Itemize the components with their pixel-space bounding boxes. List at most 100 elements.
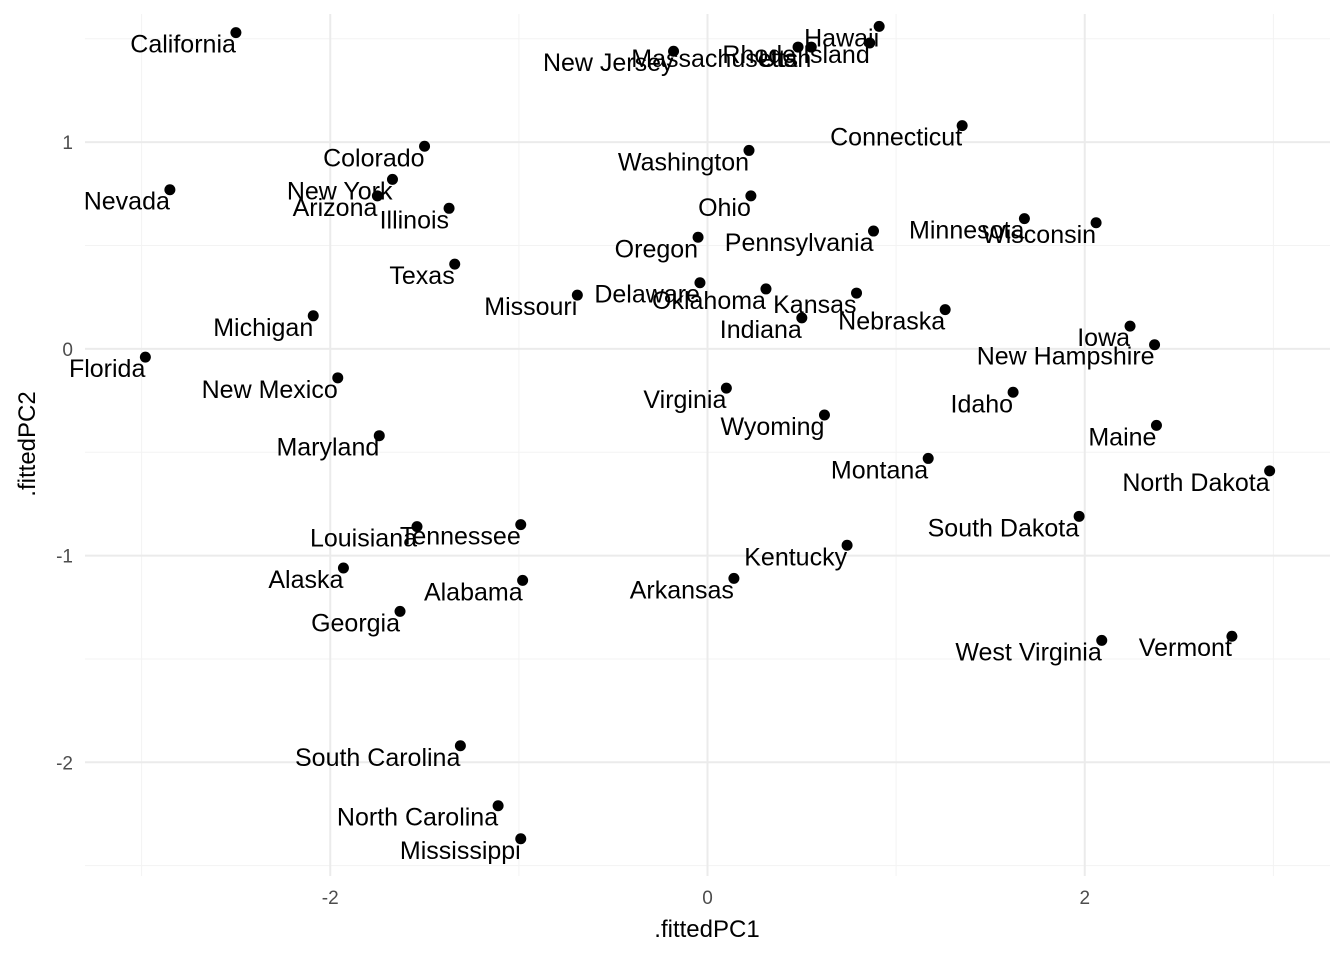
data-point (411, 521, 423, 533)
point-label: Nebraska (838, 308, 945, 336)
point-label: Michigan (213, 314, 313, 342)
data-point (720, 382, 732, 394)
point-label: Tennessee (400, 523, 521, 551)
point-label: North Carolina (337, 804, 498, 832)
point-label: Texas (389, 262, 454, 290)
point-label: South Carolina (295, 744, 460, 772)
data-point (332, 372, 344, 384)
point-label: Georgia (311, 609, 400, 637)
data-point (868, 225, 879, 237)
point-label: Utah (758, 45, 811, 73)
data-point (956, 120, 968, 132)
point-label: New Hampshire (977, 343, 1155, 371)
point-label: Missouri (484, 293, 577, 321)
point-label: West Virginia (955, 638, 1101, 666)
data-point (1226, 630, 1238, 642)
data-point (796, 312, 808, 324)
point-label: Nevada (84, 188, 170, 216)
point-label: Washington (618, 148, 749, 176)
data-point (1096, 634, 1108, 646)
point-label: Oregon (615, 235, 698, 263)
point-label: Ohio (698, 194, 751, 222)
data-point (1007, 386, 1019, 398)
data-point (792, 41, 804, 53)
point-label: Maine (1088, 423, 1156, 451)
data-point (571, 289, 583, 301)
data-point (1149, 339, 1161, 351)
data-point (386, 173, 398, 185)
x-axis-title: .fittedPC1 (654, 916, 759, 943)
point-label: Arizona (293, 194, 378, 222)
point-label: Hawaii (804, 24, 879, 52)
x-tick-label: 0 (702, 888, 713, 909)
point-label: Alaska (268, 566, 343, 594)
data-point (1264, 465, 1276, 477)
point-label: Louisiana (310, 525, 417, 553)
data-point (307, 310, 319, 322)
data-point (1124, 320, 1136, 332)
point-label: Oklahoma (652, 287, 766, 315)
data-point (873, 20, 885, 32)
data-point (760, 283, 772, 295)
data-point (515, 519, 527, 531)
data-point (164, 184, 176, 196)
x-tick-label: 2 (1079, 888, 1090, 909)
point-label: Kentucky (744, 543, 847, 571)
y-tick-label: -2 (56, 753, 73, 774)
data-point (517, 574, 529, 586)
point-label: Florida (69, 355, 146, 383)
point-label: Wyoming (720, 413, 824, 441)
y-tick-label: 1 (62, 133, 73, 154)
point-label: New York (287, 177, 393, 205)
point-label: Kansas (773, 291, 856, 319)
x-tick-label: -2 (322, 888, 339, 909)
data-point (743, 144, 755, 156)
data-point (864, 37, 876, 49)
data-point (371, 190, 383, 202)
point-label: Mississippi (400, 837, 521, 865)
point-label: California (130, 31, 236, 59)
data-point (841, 539, 853, 551)
data-point (419, 140, 431, 152)
data-point (492, 800, 504, 812)
data-point (818, 409, 830, 421)
data-point (805, 41, 817, 53)
gridlines (85, 14, 1330, 876)
data-point (922, 452, 934, 464)
data-point (337, 562, 349, 574)
point-label: Iowa (1077, 324, 1130, 352)
point-label: Arkansas (630, 576, 734, 604)
point-label: Indiana (720, 316, 802, 344)
data-point (1150, 419, 1162, 431)
data-point (694, 277, 706, 289)
point-label: Illinois (380, 206, 449, 234)
point-label: South Dakota (928, 514, 1080, 542)
point-label: New Jersey (543, 49, 674, 77)
point-label: Massachusetts (631, 45, 798, 73)
point-label: Minnesota (909, 217, 1024, 245)
y-tick-label: -1 (56, 547, 73, 568)
data-point (745, 190, 757, 202)
data-point (373, 430, 385, 442)
point-label: Montana (831, 456, 928, 484)
data-point (139, 351, 151, 363)
point-label: New Mexico (202, 376, 338, 404)
point-label: Rhode Island (722, 41, 869, 69)
point-label: Vermont (1139, 634, 1232, 662)
data-point (692, 231, 704, 243)
data-point (394, 605, 406, 617)
data-point (728, 572, 740, 584)
data-point (515, 833, 527, 845)
data-point (443, 202, 455, 214)
data-point (1018, 213, 1030, 225)
axis-ticks: -2 0 2 -2 -1 0 1 (56, 133, 1090, 909)
data-point (449, 258, 461, 270)
point-label: Connecticut (830, 124, 962, 152)
point-label: North Dakota (1122, 469, 1269, 497)
data-point (851, 287, 863, 299)
point-label: Maryland (276, 434, 379, 462)
point-label: Pennsylvania (725, 229, 874, 257)
point-label: Delaware (594, 281, 700, 309)
